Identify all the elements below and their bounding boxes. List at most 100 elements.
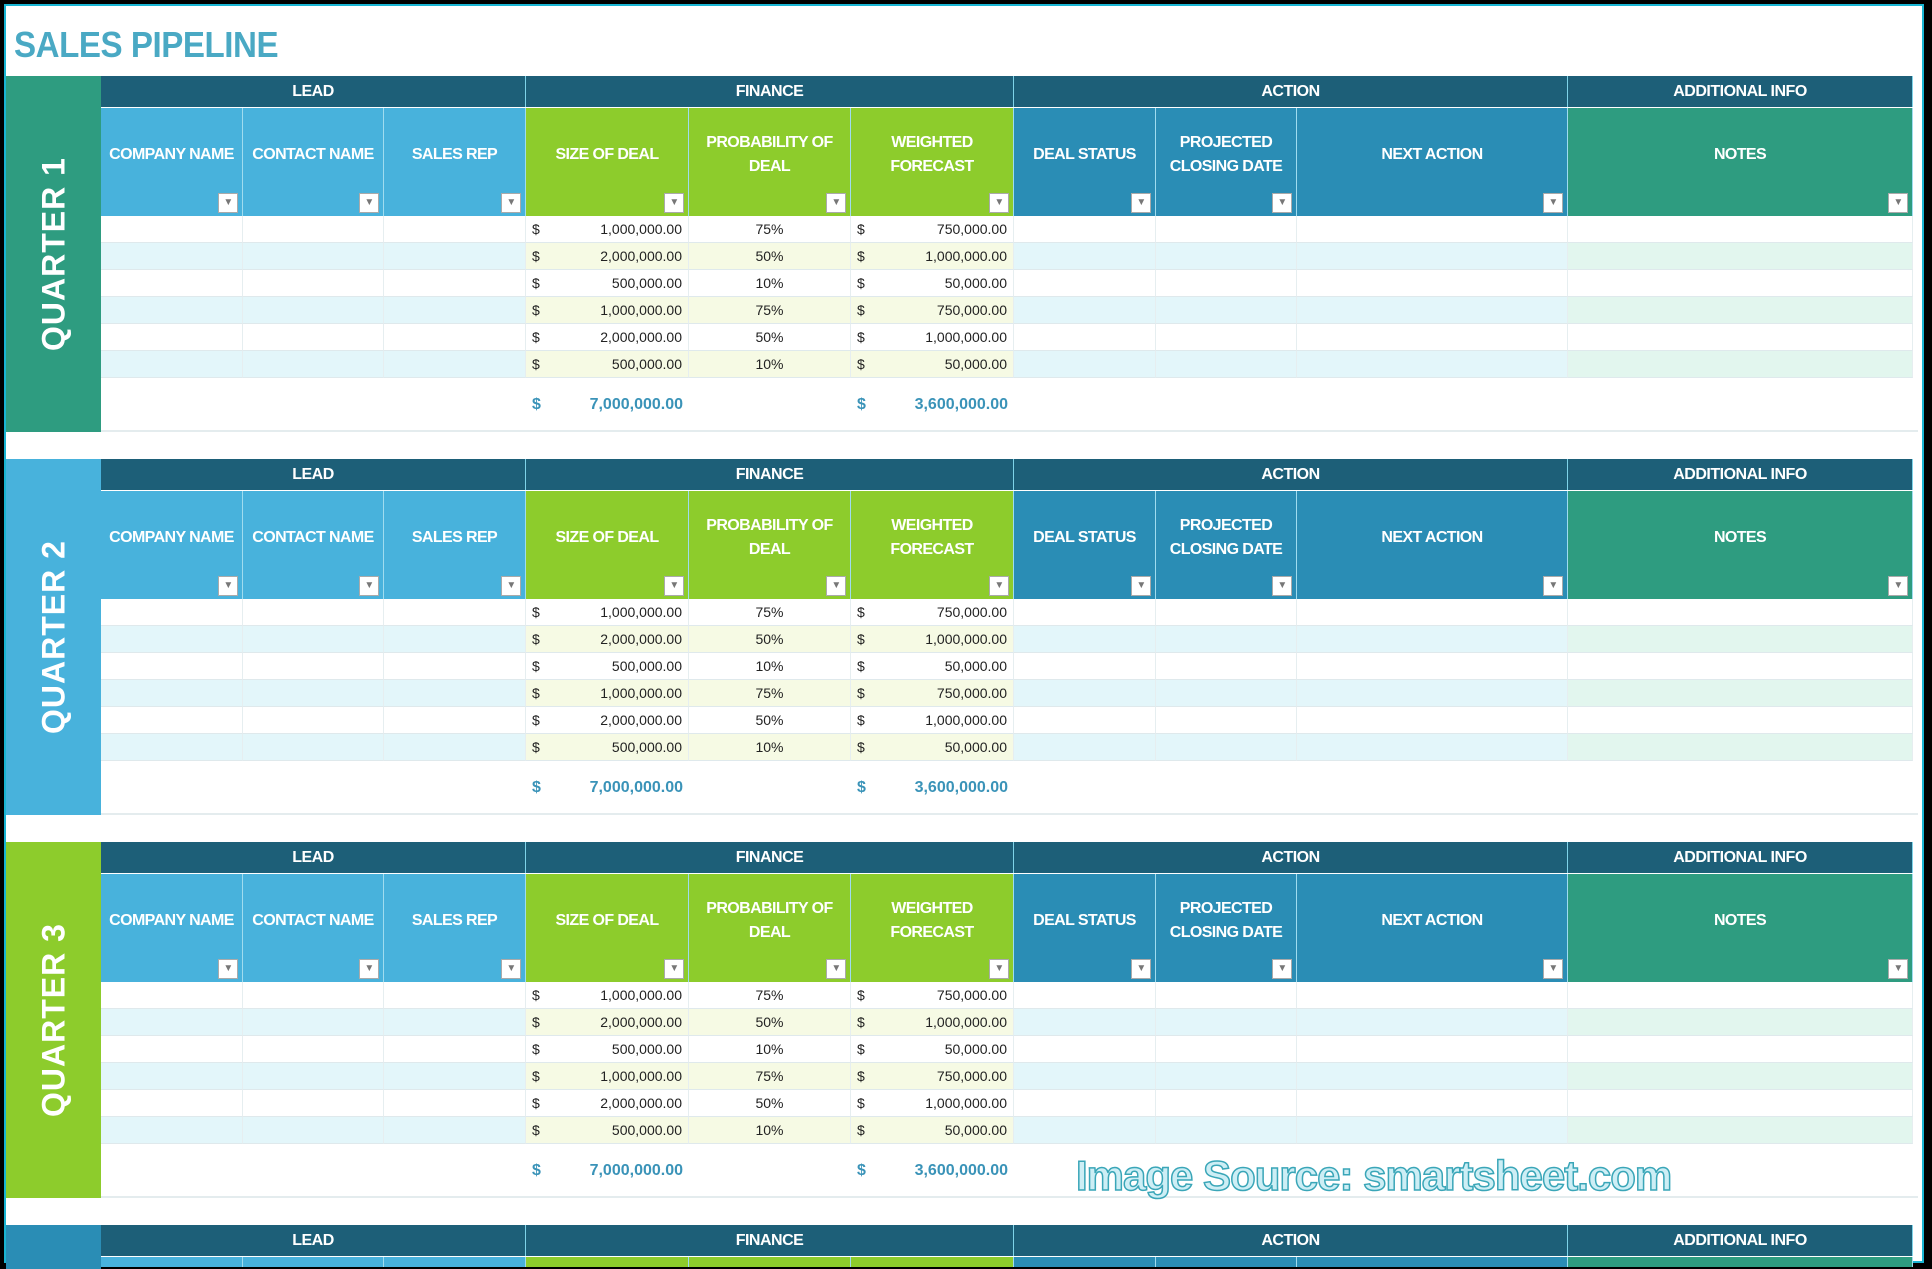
table-cell[interactable] bbox=[1014, 982, 1156, 1009]
table-cell[interactable] bbox=[1014, 324, 1156, 351]
column-header-probability-of-deal[interactable]: PROBABILITY OF DEAL ▼ bbox=[689, 874, 851, 982]
table-cell[interactable] bbox=[1297, 1063, 1568, 1090]
table-cell[interactable] bbox=[1014, 270, 1156, 297]
table-cell[interactable] bbox=[1014, 734, 1156, 761]
filter-dropdown-icon[interactable]: ▼ bbox=[359, 193, 379, 213]
table-cell[interactable]: $500,000.00 bbox=[526, 1117, 689, 1144]
table-cell[interactable] bbox=[1297, 243, 1568, 270]
column-header-notes[interactable]: NOTES ▼ bbox=[1568, 491, 1913, 599]
filter-dropdown-icon[interactable]: ▼ bbox=[1131, 959, 1151, 979]
column-header-size-of-deal[interactable]: SIZE OF DEAL ▼ bbox=[526, 874, 689, 982]
table-cell[interactable] bbox=[1156, 707, 1297, 734]
table-cell[interactable] bbox=[1014, 243, 1156, 270]
filter-dropdown-icon[interactable]: ▼ bbox=[1543, 576, 1563, 596]
table-cell[interactable] bbox=[1568, 324, 1913, 351]
table-cell[interactable] bbox=[243, 351, 384, 378]
table-cell[interactable] bbox=[384, 1036, 526, 1063]
table-cell[interactable]: $500,000.00 bbox=[526, 351, 689, 378]
table-cell[interactable] bbox=[1568, 1009, 1913, 1036]
table-cell[interactable] bbox=[243, 216, 384, 243]
table-cell[interactable]: $2,000,000.00 bbox=[526, 243, 689, 270]
table-cell[interactable]: 10% bbox=[689, 734, 851, 761]
filter-dropdown-icon[interactable]: ▼ bbox=[989, 576, 1009, 596]
table-cell[interactable] bbox=[1297, 653, 1568, 680]
table-cell[interactable]: $1,000,000.00 bbox=[851, 626, 1014, 653]
table-cell[interactable] bbox=[101, 243, 243, 270]
table-cell[interactable] bbox=[384, 1090, 526, 1117]
table-cell[interactable]: $50,000.00 bbox=[851, 653, 1014, 680]
table-cell[interactable] bbox=[1568, 351, 1913, 378]
table-cell[interactable] bbox=[1568, 216, 1913, 243]
filter-dropdown-icon[interactable]: ▼ bbox=[359, 576, 379, 596]
table-cell[interactable] bbox=[1297, 270, 1568, 297]
table-cell[interactable] bbox=[1014, 1063, 1156, 1090]
table-cell[interactable] bbox=[1156, 653, 1297, 680]
table-cell[interactable] bbox=[243, 599, 384, 626]
table-cell[interactable]: $50,000.00 bbox=[851, 351, 1014, 378]
column-header-deal-status[interactable]: DEAL STATUS ▼ bbox=[1014, 108, 1156, 216]
table-cell[interactable]: $1,000,000.00 bbox=[526, 680, 689, 707]
column-header-notes[interactable]: NOTES ▼ bbox=[1568, 874, 1913, 982]
table-cell[interactable] bbox=[243, 1009, 384, 1036]
table-cell[interactable] bbox=[1297, 707, 1568, 734]
table-cell[interactable] bbox=[1014, 297, 1156, 324]
table-cell[interactable] bbox=[384, 680, 526, 707]
table-cell[interactable] bbox=[101, 1090, 243, 1117]
table-cell[interactable] bbox=[243, 1117, 384, 1144]
column-header-next-action[interactable]: NEXT ACTION ▼ bbox=[1297, 108, 1568, 216]
filter-dropdown-icon[interactable]: ▼ bbox=[1543, 193, 1563, 213]
table-cell[interactable] bbox=[1156, 1063, 1297, 1090]
filter-dropdown-icon[interactable]: ▼ bbox=[664, 959, 684, 979]
filter-dropdown-icon[interactable]: ▼ bbox=[359, 959, 379, 979]
table-cell[interactable] bbox=[1568, 270, 1913, 297]
table-cell[interactable] bbox=[101, 270, 243, 297]
column-header-probability-of-deal[interactable]: PROBABILITY OF DEAL ▼ bbox=[689, 108, 851, 216]
table-cell[interactable]: $500,000.00 bbox=[526, 1036, 689, 1063]
table-cell[interactable]: $500,000.00 bbox=[526, 653, 689, 680]
table-cell[interactable] bbox=[1156, 324, 1297, 351]
table-cell[interactable] bbox=[1014, 680, 1156, 707]
column-header-notes[interactable]: NOTES ▼ bbox=[1568, 108, 1913, 216]
table-cell[interactable] bbox=[243, 1063, 384, 1090]
column-header-weighted-forecast[interactable]: WEIGHTED FORECAST ▼ bbox=[851, 491, 1014, 599]
table-cell[interactable] bbox=[101, 982, 243, 1009]
column-header-weighted-forecast[interactable]: WEIGHTED FORECAST ▼ bbox=[851, 874, 1014, 982]
table-cell[interactable]: $50,000.00 bbox=[851, 270, 1014, 297]
table-cell[interactable] bbox=[243, 626, 384, 653]
table-cell[interactable] bbox=[1156, 680, 1297, 707]
table-cell[interactable]: $500,000.00 bbox=[526, 734, 689, 761]
table-cell[interactable] bbox=[384, 297, 526, 324]
table-cell[interactable] bbox=[101, 734, 243, 761]
table-cell[interactable]: 50% bbox=[689, 1009, 851, 1036]
table-cell[interactable]: $1,000,000.00 bbox=[526, 599, 689, 626]
table-cell[interactable]: 75% bbox=[689, 297, 851, 324]
table-cell[interactable] bbox=[384, 1117, 526, 1144]
filter-dropdown-icon[interactable]: ▼ bbox=[1888, 193, 1908, 213]
table-cell[interactable]: $750,000.00 bbox=[851, 599, 1014, 626]
filter-dropdown-icon[interactable]: ▼ bbox=[989, 193, 1009, 213]
table-cell[interactable] bbox=[243, 707, 384, 734]
table-cell[interactable]: $1,000,000.00 bbox=[851, 707, 1014, 734]
table-cell[interactable] bbox=[1156, 1090, 1297, 1117]
table-cell[interactable]: $50,000.00 bbox=[851, 1117, 1014, 1144]
table-cell[interactable] bbox=[1297, 734, 1568, 761]
filter-dropdown-icon[interactable]: ▼ bbox=[1131, 193, 1151, 213]
table-cell[interactable] bbox=[243, 297, 384, 324]
table-cell[interactable] bbox=[1156, 351, 1297, 378]
table-cell[interactable] bbox=[1014, 1036, 1156, 1063]
table-cell[interactable] bbox=[1156, 599, 1297, 626]
table-cell[interactable] bbox=[1568, 626, 1913, 653]
column-header-weighted-forecast[interactable]: WEIGHTED FORECAST ▼ bbox=[851, 108, 1014, 216]
filter-dropdown-icon[interactable]: ▼ bbox=[1272, 193, 1292, 213]
table-cell[interactable]: $1,000,000.00 bbox=[526, 297, 689, 324]
table-cell[interactable] bbox=[1014, 1117, 1156, 1144]
table-cell[interactable]: $750,000.00 bbox=[851, 680, 1014, 707]
filter-dropdown-icon[interactable]: ▼ bbox=[1131, 576, 1151, 596]
table-cell[interactable] bbox=[1297, 324, 1568, 351]
table-cell[interactable] bbox=[1156, 982, 1297, 1009]
table-cell[interactable] bbox=[1568, 707, 1913, 734]
filter-dropdown-icon[interactable]: ▼ bbox=[664, 193, 684, 213]
table-cell[interactable] bbox=[1568, 1090, 1913, 1117]
table-cell[interactable] bbox=[1297, 982, 1568, 1009]
table-cell[interactable]: $1,000,000.00 bbox=[526, 1063, 689, 1090]
